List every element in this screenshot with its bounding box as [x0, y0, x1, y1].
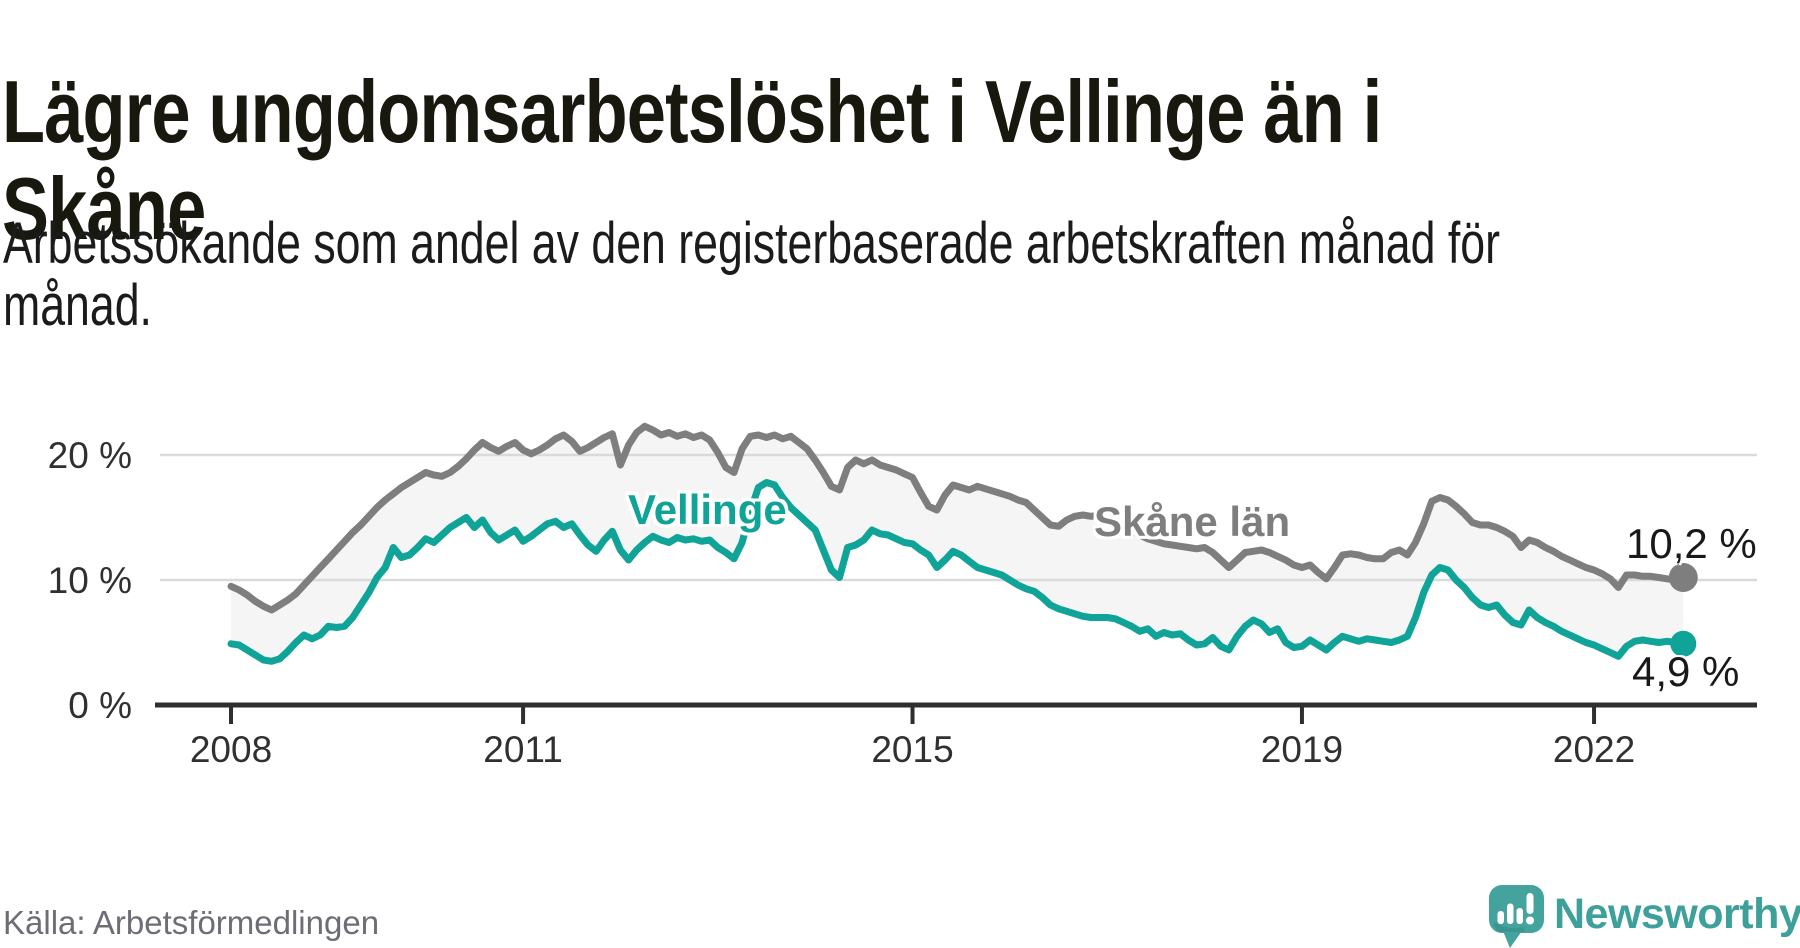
chart-subtitle: Arbetssökande som andel av den registerb… — [3, 213, 1800, 337]
title-line-2: Skåne — [2, 158, 206, 258]
title-line-1: Lägre ungdomsarbetslöshet i Vellinge än … — [2, 61, 1382, 161]
skane-end-dot — [1668, 563, 1698, 592]
y-axis-tick-label: 0 % — [68, 685, 132, 726]
x-axis-tick-label: 2015 — [871, 729, 953, 770]
y-axis-tick-label: 10 % — [48, 560, 132, 601]
subtitle-line-2: månad. — [3, 273, 152, 338]
vellinge-end-value-label: 4,9 % — [1632, 648, 1740, 695]
newsworthy-logo: Newsworthy — [1488, 884, 1800, 948]
x-axis-tick-label: 2019 — [1261, 729, 1343, 770]
vellinge-line — [227, 479, 1687, 665]
newsworthy-wordmark: Newsworthy — [1554, 890, 1800, 938]
between-series-fill — [231, 426, 1684, 662]
subtitle-line-1: Arbetssökande som andel av den registerb… — [3, 211, 1500, 276]
vellinge-end-dot — [1670, 630, 1697, 657]
source-text: Källa: Arbetsförmedlingen — [3, 904, 380, 941]
x-axis-tick-label: 2011 — [483, 729, 563, 770]
newsworthy-speech-bubble-icon — [1489, 885, 1544, 948]
x-axis-tick-label: 2022 — [1553, 729, 1635, 770]
skane-series-label: Skåne län — [1094, 498, 1291, 545]
skane-end-value-label: 10,2 % — [1626, 520, 1757, 567]
y-axis-tick-label: 20 % — [48, 435, 132, 476]
skane-line — [227, 422, 1687, 614]
x-axis-tick-label: 2008 — [190, 729, 272, 770]
vellinge-series-label: Vellinge — [628, 486, 787, 533]
page-title: Lägre ungdomsarbetslöshet i Vellinge än … — [2, 63, 1726, 257]
